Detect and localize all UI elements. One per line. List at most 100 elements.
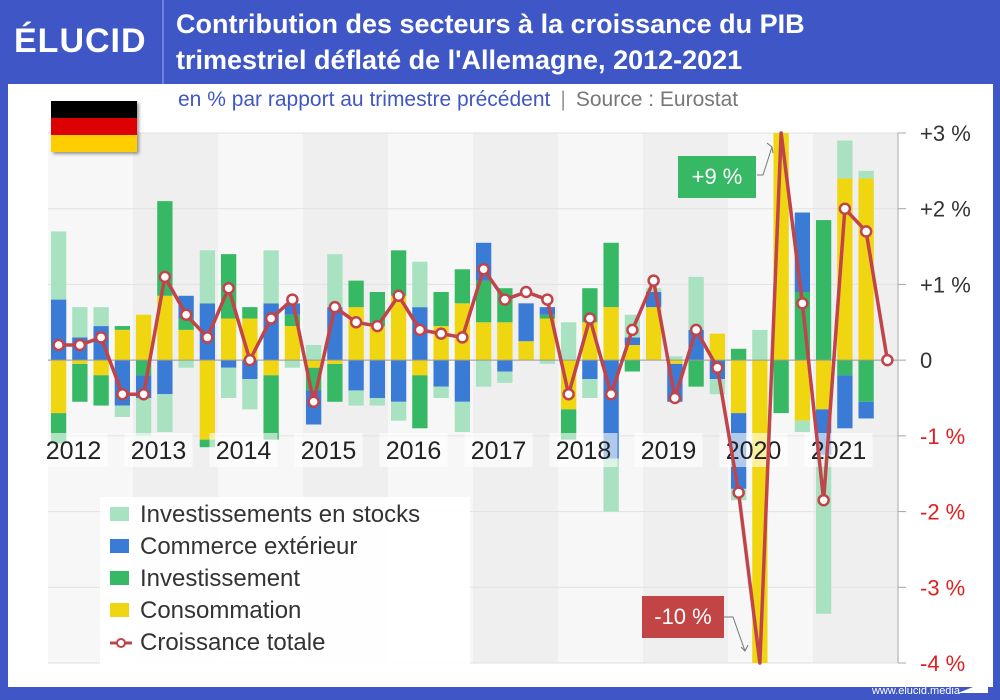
x-year-label: 2016 — [386, 437, 442, 465]
bar-stocks-2013Q2 — [157, 394, 173, 433]
bar-investment-2020Q3 — [773, 360, 789, 414]
total-point-2013Q1 — [137, 387, 150, 401]
title-line-2: trimestriel déflaté de l'Allemagne, 2012… — [176, 45, 743, 75]
arrow-head-icon — [740, 644, 749, 652]
bar-trade-2017Q2 — [497, 360, 513, 372]
total-point-2019Q2 — [668, 391, 682, 405]
legend-swatch-consumption — [110, 603, 129, 617]
bar-investment-2015Q3 — [348, 280, 364, 308]
bar-consumption-2015Q3 — [348, 307, 364, 361]
bar-trade-2016Q3 — [433, 360, 449, 387]
bar-consumption-2019Q1 — [645, 307, 662, 361]
total-point-2019Q1 — [647, 274, 660, 287]
x-year-label: 2017 — [471, 437, 527, 465]
footer-url: www.elucid.media — [871, 685, 960, 697]
elucid-logo: ÉLUCID — [14, 22, 147, 60]
total-point-2016Q4 — [456, 331, 469, 344]
bar-stocks-2016Q4 — [454, 401, 471, 433]
legend-line-marker-icon — [110, 638, 132, 648]
year-label-bg — [464, 433, 533, 467]
bar-stocks-2016Q1 — [390, 401, 407, 421]
year-band — [643, 133, 728, 663]
bar-trade-2015Q3 — [348, 360, 364, 391]
bar-stocks-2015Q3 — [348, 390, 364, 406]
total-point-2015Q3 — [349, 316, 363, 329]
bar-investment-2015Q4 — [369, 292, 386, 327]
year-label-bg — [634, 433, 703, 467]
bar-investment-2016Q1 — [390, 250, 407, 296]
year-band — [473, 133, 558, 663]
legend-label: Investissements en stocks — [140, 501, 421, 528]
bar-investment-2021Q1 — [815, 220, 832, 361]
bar-consumption-2017Q2 — [497, 322, 513, 361]
bar-trade-2018Q2 — [582, 360, 598, 380]
bar-consumption-2012Q4 — [114, 329, 131, 361]
year-label-bg — [294, 433, 363, 467]
x-year-label: 2020 — [726, 437, 782, 465]
total-point-2012Q3 — [94, 331, 108, 344]
bar-consumption-2014Q3 — [263, 360, 279, 376]
bar-consumption-2014Q4 — [284, 326, 301, 361]
total-point-2013Q2 — [158, 270, 172, 284]
bar-stocks-2021Q2 — [837, 140, 853, 179]
total-point-2014Q2 — [243, 353, 257, 367]
bar-stocks-2020Q4 — [794, 420, 811, 433]
bar-trade-2014Q1 — [220, 360, 237, 368]
annotation-minus-10: -10 % — [642, 596, 724, 638]
bar-consumption-2015Q2 — [327, 360, 343, 364]
bar-stocks-2018Q1 — [560, 322, 577, 361]
y-tick-label: -3 % — [920, 575, 965, 600]
total-point-2016Q1 — [392, 289, 405, 303]
bar-stocks-2014Q4 — [284, 360, 301, 368]
subtitle-separator: | — [560, 88, 566, 111]
bar-trade-2017Q3 — [518, 303, 534, 342]
chart-title: Contribution des secteurs à la croissanc… — [176, 6, 805, 78]
total-point-2015Q1 — [307, 395, 320, 409]
bar-consumption-2012Q3 — [93, 360, 109, 376]
total-point-2016Q3 — [434, 327, 448, 340]
bar-consumption-2016Q2 — [412, 360, 428, 376]
bar-consumption-2015Q4 — [369, 326, 386, 361]
total-point-2020Q1 — [732, 486, 745, 499]
subtitle-unit: en % par rapport au trimestre précédent — [178, 88, 551, 111]
y-tick-label: +2 % — [920, 197, 971, 222]
total-point-2014Q1 — [222, 281, 235, 295]
bar-stocks-2021Q1 — [815, 454, 832, 614]
header: ÉLUCID Contribution des secteurs à la cr… — [0, 0, 1000, 84]
total-point-2021Q2 — [838, 202, 852, 215]
bar-trade-2017Q4 — [539, 307, 556, 315]
x-year-label: 2013 — [131, 437, 187, 465]
elucid-footer-icon — [958, 681, 988, 693]
x-year-label: 2014 — [216, 437, 272, 465]
total-point-2014Q3 — [264, 312, 278, 325]
legend-item-investment: Investissement — [110, 565, 300, 595]
bar-consumption-2021Q2 — [837, 178, 853, 361]
arrow-head-icon — [766, 142, 774, 154]
total-point-2013Q4 — [201, 331, 214, 344]
bar-consumption-2021Q3 — [858, 178, 874, 361]
bar-consumption-2016Q1 — [390, 295, 407, 361]
subtitle-source: Source : Eurostat — [575, 88, 739, 111]
total-point-2018Q2 — [583, 312, 597, 325]
bar-investment-2021Q2 — [837, 360, 853, 376]
legend-swatch-trade — [110, 539, 129, 553]
legend-swatch-stocks — [110, 507, 129, 521]
y-tick-label: +3 % — [920, 121, 971, 146]
y-tick-label: -1 % — [920, 424, 965, 449]
total-point-2019Q3 — [689, 323, 703, 337]
legend-item-stocks: Investissements en stocks — [110, 501, 420, 531]
total-point-2018Q3 — [604, 387, 618, 401]
total-point-2015Q4 — [371, 319, 384, 333]
bar-stocks-2019Q2 — [667, 356, 683, 361]
bar-investment-2016Q3 — [433, 292, 449, 327]
bar-stocks-2017Q1 — [475, 360, 492, 387]
bar-stocks-2013Q3 — [178, 360, 194, 368]
flag-stripe-gold — [51, 135, 137, 152]
bar-consumption-2021Q1 — [815, 360, 832, 410]
total-growth-line — [58, 131, 890, 665]
annotation-plus-9: +9 % — [678, 156, 756, 198]
y-tick-label: +1 % — [920, 272, 971, 297]
x-year-label: 2018 — [556, 437, 612, 465]
bar-investment-2018Q3 — [603, 242, 619, 308]
